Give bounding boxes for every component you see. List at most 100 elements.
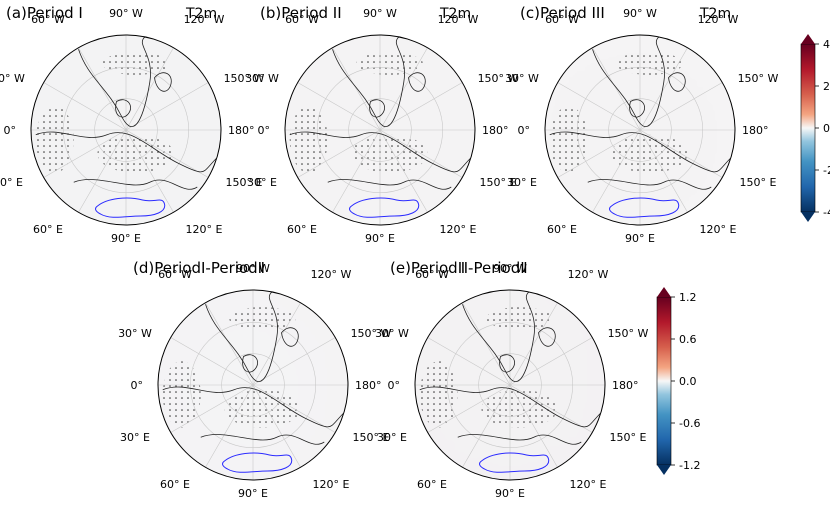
lon-label-top_center: 90° W [236, 262, 270, 275]
lon-label-top_left: 60° W [415, 268, 449, 281]
colorbar-tick-label: 0.6 [679, 333, 697, 346]
lon-label-lower_right: 150° E [740, 176, 777, 189]
lon-label-bottom_right: 120° E [313, 478, 350, 491]
lon-label-top_right: 120° W [698, 13, 739, 26]
lon-label-bottom_right: 120° E [570, 478, 607, 491]
lon-label-upper_right: 150° W [608, 327, 649, 340]
lon-label-bottom_left: 60° E [547, 223, 577, 236]
lon-label-bottom_left: 60° E [160, 478, 190, 491]
lon-label-bottom_center: 90° E [365, 232, 395, 245]
lon-label-bottom_center: 90° E [495, 487, 525, 500]
coastlines [162, 291, 344, 445]
panel-title-b: (b)Period II [260, 4, 342, 22]
lon-label-lower_right: 150° E [353, 431, 390, 444]
colorbar-tick-label: 0.0 [679, 375, 697, 388]
colorbar-top: 4 2 0 -2 -4 [800, 34, 830, 222]
lon-label-top_center: 90° W [109, 7, 143, 20]
lon-label-bottom_center: 90° E [625, 232, 655, 245]
lon-label-top_left: 60° W [285, 13, 319, 26]
colorbar-tick-label: -1.2 [679, 459, 700, 472]
panel-variable-c: T2m [699, 6, 731, 22]
lon-label-upper_left: 30° W [118, 327, 152, 340]
lon-label-upper_left: 30° W [375, 327, 409, 340]
colorbar-bottom: 1.2 0.6 0.0 -0.6 -1.2 [656, 287, 700, 475]
lon-label-top_center: 90° W [363, 7, 397, 20]
map-boundary [157, 289, 349, 481]
lon-label-lower_right: 150° E [610, 431, 647, 444]
map-panel-b: (b)Period II T2m 60° W 90° W 120° W 30° W 150°… [245, 4, 518, 245]
colorbar-tick-label: -0.6 [679, 417, 700, 430]
lon-label-lower_left: 30° E [0, 176, 23, 189]
plateau-outline [479, 452, 550, 473]
lon-label-lower_right: 150° E [480, 176, 517, 189]
lon-label-top_right: 120° W [311, 268, 352, 281]
lon-label-bottom_left: 60° E [287, 223, 317, 236]
colorbar-tick-label: 1.2 [679, 291, 697, 304]
lon-label-mid_left: 0° [388, 379, 401, 392]
significance-stippling [35, 52, 174, 173]
plateau-outline [349, 197, 420, 218]
significance-stippling [549, 52, 688, 173]
lon-label-mid_right: 180° [355, 379, 382, 392]
colorbar-tick-label: 0 [823, 122, 830, 135]
lon-label-upper_right: 150° W [224, 72, 265, 85]
map-panel-c: (c)Period III T2m 60° W 90° W 120° W 30° W 150… [505, 4, 778, 245]
coastlines [419, 291, 601, 445]
colorbar-bottom-bar [656, 296, 672, 466]
colorbar-top-max-arrow [801, 34, 815, 44]
lon-label-top_right: 120° W [568, 268, 609, 281]
lon-label-upper_right: 150° W [478, 72, 519, 85]
panel-variable-b: T2m [439, 6, 471, 22]
lon-label-bottom_center: 90° E [111, 232, 141, 245]
lon-label-top_left: 60° W [545, 13, 579, 26]
lon-label-lower_left: 30° E [507, 176, 537, 189]
coastlines [35, 36, 217, 190]
lon-label-upper_left: 30° W [245, 72, 279, 85]
lon-label-bottom_left: 60° E [33, 223, 63, 236]
lon-label-top_left: 60° W [158, 268, 192, 281]
panel-title-c: (c)Period III [520, 4, 605, 22]
lon-label-top_center: 90° W [493, 262, 527, 275]
lon-label-upper_right: 150° W [351, 327, 392, 340]
colorbar-bottom-min-arrow [657, 465, 671, 475]
coastlines [289, 36, 471, 190]
significance-stippling [289, 52, 428, 173]
colorbar-top-min-arrow [801, 212, 815, 222]
lon-label-mid_left: 0° [4, 124, 17, 137]
graticule [415, 290, 605, 480]
colorbar-tick-label: -2 [823, 164, 830, 177]
panel-variable-a: T2m [185, 6, 217, 22]
lon-label-mid_left: 0° [258, 124, 271, 137]
lon-label-lower_left: 30° E [247, 176, 277, 189]
graticule [285, 35, 475, 225]
lon-label-mid_left: 0° [518, 124, 531, 137]
lon-label-top_left: 60° W [31, 13, 65, 26]
plateau-outline [95, 197, 166, 218]
lon-label-bottom_center: 90° E [238, 487, 268, 500]
lon-label-top_right: 120° W [184, 13, 225, 26]
graticule [31, 35, 221, 225]
coastlines [549, 36, 731, 190]
lon-label-mid_right: 180° [742, 124, 769, 137]
lon-label-bottom_right: 120° E [186, 223, 223, 236]
map-boundary [414, 289, 606, 481]
map-boundary [284, 34, 476, 226]
significance-stippling [419, 307, 558, 428]
lon-label-upper_right: 150° W [738, 72, 779, 85]
panel-title-e: (e)PeriodⅢ-PeriodⅡ [390, 259, 528, 277]
lon-label-upper_left: 30° W [505, 72, 539, 85]
lon-label-top_right: 120° W [438, 13, 479, 26]
lon-label-upper_left: 30° W [0, 72, 25, 85]
colorbar-top-bar [800, 43, 816, 213]
colorbar-tick-label: 4 [823, 38, 830, 51]
colorbar-tick-label: 2 [823, 80, 830, 93]
lon-label-mid_right: 180° [228, 124, 255, 137]
lon-label-bottom_right: 120° E [700, 223, 737, 236]
graticule [158, 290, 348, 480]
significance-stippling [162, 307, 301, 428]
lon-label-lower_right: 150° E [226, 176, 263, 189]
colorbar-tick-label: -4 [823, 206, 830, 219]
